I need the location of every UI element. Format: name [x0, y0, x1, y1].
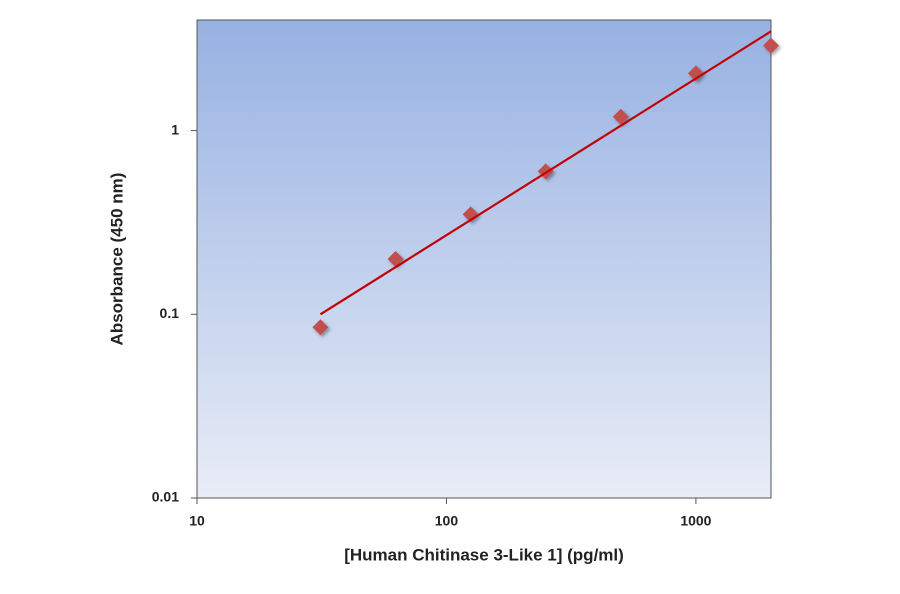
x-tick-label: 1000: [680, 513, 711, 529]
x-axis-title: [Human Chitinase 3-Like 1] (pg/ml): [344, 545, 624, 564]
data-point: [763, 37, 779, 54]
y-tick-label: 0.1: [160, 305, 180, 321]
y-tick-label: 1: [171, 121, 179, 137]
plot-area: [196, 19, 772, 499]
data-point: [687, 65, 704, 82]
x-tick-label: 100: [435, 513, 459, 529]
x-tick-label: 10: [189, 513, 205, 529]
fit-line: [319, 30, 772, 316]
data-point: [612, 108, 629, 125]
data-point: [312, 319, 329, 336]
y-axis-title: Absorbance (450 nm): [107, 173, 126, 346]
y-tick-label: 0.01: [152, 489, 179, 505]
data-point: [387, 251, 404, 267]
